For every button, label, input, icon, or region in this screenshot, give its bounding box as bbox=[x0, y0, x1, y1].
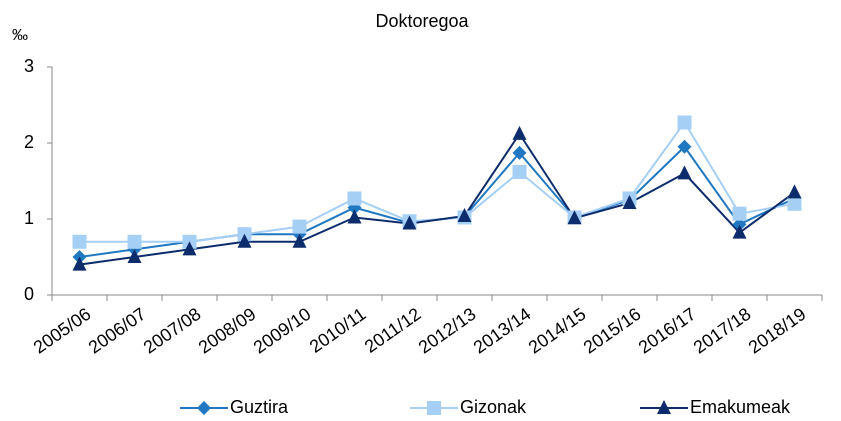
marker bbox=[512, 125, 527, 140]
x-tick-label: 2017/18 bbox=[690, 304, 755, 358]
marker bbox=[622, 195, 637, 210]
x-tick-label: 2011/12 bbox=[361, 304, 425, 357]
marker bbox=[127, 234, 142, 249]
x-tick-label: 2006/07 bbox=[85, 304, 150, 358]
marker bbox=[292, 233, 307, 248]
marker bbox=[732, 206, 747, 221]
marker bbox=[512, 145, 527, 160]
marker bbox=[72, 234, 87, 249]
series-line bbox=[79, 120, 795, 243]
x-tick-label: 2015/16 bbox=[580, 304, 645, 358]
y-tick-label: 1 bbox=[24, 208, 34, 228]
marker bbox=[567, 210, 582, 225]
legend-label: Emakumeak bbox=[690, 397, 791, 417]
legend-label: Gizonak bbox=[460, 397, 527, 417]
marker bbox=[732, 217, 747, 232]
marker bbox=[427, 401, 441, 415]
marker bbox=[197, 401, 211, 415]
x-tick-label: 2014/15 bbox=[525, 304, 590, 358]
x-tick-label: 2009/10 bbox=[250, 304, 315, 358]
x-tick-label: 2010/11 bbox=[306, 304, 370, 357]
marker bbox=[127, 249, 142, 263]
marker bbox=[402, 215, 417, 230]
marker bbox=[182, 241, 197, 256]
marker bbox=[677, 139, 692, 154]
legend-label: Guztira bbox=[230, 397, 289, 417]
marker bbox=[457, 207, 472, 222]
y-tick-label: 3 bbox=[24, 56, 34, 76]
x-tick-label: 2016/17 bbox=[635, 304, 700, 358]
marker bbox=[787, 196, 802, 211]
x-tick-label: 2005/06 bbox=[30, 304, 95, 358]
marker bbox=[237, 233, 252, 248]
marker bbox=[677, 165, 692, 180]
chart-title: Doktoregoa bbox=[375, 11, 469, 31]
series-line bbox=[79, 132, 796, 266]
marker bbox=[677, 115, 692, 130]
x-tick-label: 2012/13 bbox=[415, 304, 480, 358]
x-tick-label: 2008/09 bbox=[195, 304, 260, 358]
marker bbox=[657, 400, 671, 414]
marker bbox=[72, 256, 87, 271]
marker bbox=[347, 191, 362, 206]
y-tick-label: 2 bbox=[24, 132, 34, 152]
x-tick-label: 2018/19 bbox=[745, 304, 810, 358]
marker bbox=[292, 219, 307, 234]
marker bbox=[732, 224, 747, 239]
x-tick-label: 2013/14 bbox=[470, 304, 535, 358]
marker bbox=[787, 184, 802, 199]
y-axis-label: ‰ bbox=[12, 27, 28, 44]
x-tick-label: 2007/08 bbox=[140, 304, 205, 358]
marker bbox=[512, 164, 527, 179]
marker bbox=[347, 209, 362, 224]
y-tick-label: 0 bbox=[24, 284, 34, 304]
